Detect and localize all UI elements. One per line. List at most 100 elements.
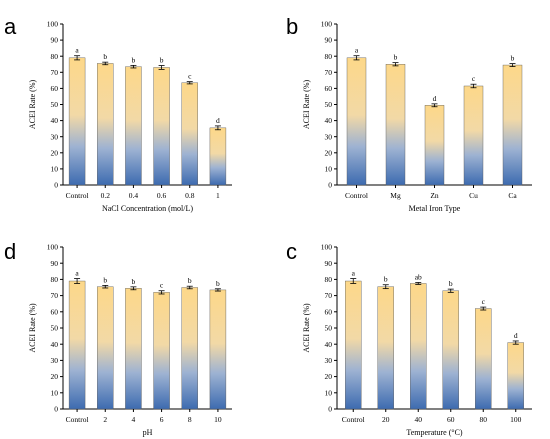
significance-letter: b: [103, 52, 107, 61]
significance-letter: b: [132, 55, 136, 64]
significance-letter: b: [511, 54, 515, 63]
bar-4: [125, 288, 142, 410]
y-tick-label: 80: [51, 275, 59, 284]
significance-letter: a: [352, 269, 356, 278]
x-tick-label: 6: [160, 415, 164, 424]
bar-Control: [346, 57, 367, 186]
panel-letter: d: [4, 239, 16, 264]
x-tick-label: 20: [382, 415, 390, 424]
y-tick-label: 30: [325, 356, 333, 365]
y-tick-label: 90: [51, 259, 59, 268]
significance-letter: a: [355, 46, 359, 55]
bar-80: [475, 308, 492, 410]
x-tick-label: Control: [66, 191, 89, 200]
significance-letter: ab: [415, 272, 422, 281]
y-tick-label: 40: [51, 116, 59, 125]
panel-letter: c: [286, 239, 297, 264]
y-tick-label: 20: [51, 372, 59, 381]
x-tick-label: 0.8: [185, 191, 195, 200]
x-tick-label: Mg: [390, 191, 401, 200]
y-tick-label: 80: [51, 52, 59, 61]
chart-panel-d: d 0 10 20 30 40 50 60 70 80 90 100 ACEI Rate (%) a Con…: [4, 239, 232, 437]
y-tick-label: 100: [47, 243, 59, 252]
x-tick-label: Control: [342, 415, 365, 424]
bar-40: [410, 283, 427, 410]
significance-letter: b: [188, 276, 192, 285]
x-axis-title: Metal Iron Type: [409, 204, 461, 213]
significance-letter: b: [394, 53, 398, 62]
chart-panel-c: c 0 10 20 30 40 50 60 70 80 90 100 ACEI Rate (%) a Con…: [286, 239, 532, 437]
y-tick-label: 40: [51, 340, 59, 349]
y-tick-label: 50: [325, 324, 333, 333]
y-axis-title: ACEI Rate (%): [28, 80, 37, 130]
bar-20: [377, 286, 394, 410]
y-tick-label: 60: [325, 84, 333, 93]
y-tick-label: 100: [321, 20, 333, 29]
significance-letter: c: [160, 281, 164, 290]
x-tick-label: Control: [345, 191, 368, 200]
bar-Zn: [424, 105, 445, 186]
bar-Control: [68, 280, 86, 410]
panel-letter: a: [4, 14, 17, 39]
y-tick-label: 70: [325, 291, 333, 300]
bar-Ca: [502, 64, 523, 186]
bar-0.8: [181, 82, 198, 186]
x-tick-label: 0.6: [157, 191, 167, 200]
y-tick-label: 90: [325, 36, 333, 45]
bar-2: [97, 286, 114, 410]
significance-letter: d: [514, 331, 518, 340]
y-tick-label: 30: [325, 132, 333, 141]
significance-letter: c: [188, 72, 192, 81]
bar-0.6: [153, 67, 170, 186]
y-tick-label: 0: [328, 181, 332, 190]
bar-Control: [345, 280, 362, 410]
bar-Mg: [385, 64, 406, 186]
significance-letter: c: [482, 297, 486, 306]
y-tick-label: 10: [325, 165, 333, 174]
chart-panel-b: b 0 10 20 30 40 50 60 70 80 90 100 ACEI Rate (%) a Con…: [286, 14, 532, 213]
x-tick-label: 40: [415, 415, 423, 424]
x-tick-label: 0.4: [129, 191, 139, 200]
y-axis-title: ACEI Rate (%): [302, 80, 311, 130]
y-tick-label: 0: [328, 405, 332, 414]
y-tick-label: 80: [325, 275, 333, 284]
y-tick-label: 100: [321, 243, 333, 252]
x-tick-label: Zn: [430, 191, 439, 200]
x-tick-label: 60: [447, 415, 455, 424]
chart-panel-a: a 0 10 20 30 40 50 60 70 80 90 100 ACEI Rate (%) a Con…: [4, 14, 232, 213]
y-tick-label: 20: [325, 372, 333, 381]
y-tick-label: 70: [325, 68, 333, 77]
y-tick-label: 10: [51, 388, 59, 397]
x-axis-title: Temperature (°C): [406, 428, 463, 437]
x-tick-label: 4: [132, 415, 136, 424]
y-tick-label: 60: [51, 84, 59, 93]
y-tick-label: 30: [51, 356, 59, 365]
y-tick-label: 100: [47, 20, 59, 29]
significance-letter: d: [216, 116, 220, 125]
x-tick-label: 10: [214, 415, 222, 424]
x-tick-label: 100: [510, 415, 522, 424]
y-tick-label: 70: [51, 291, 59, 300]
bar-0.2: [97, 63, 114, 186]
y-tick-label: 60: [325, 307, 333, 316]
y-tick-label: 90: [325, 259, 333, 268]
y-tick-label: 20: [325, 148, 333, 157]
y-tick-label: 50: [51, 324, 59, 333]
y-tick-label: 20: [51, 148, 59, 157]
bar-1: [209, 127, 227, 186]
y-tick-label: 80: [325, 52, 333, 61]
y-axis-title: ACEI Rate (%): [302, 303, 311, 353]
x-tick-label: 0.2: [101, 191, 111, 200]
x-tick-label: Control: [66, 415, 89, 424]
significance-letter: b: [449, 279, 453, 288]
bar-0.4: [125, 66, 142, 186]
y-tick-label: 0: [54, 405, 58, 414]
bar-10: [209, 289, 227, 410]
bar-8: [181, 287, 198, 410]
y-tick-label: 90: [51, 36, 59, 45]
y-tick-label: 60: [51, 307, 59, 316]
x-axis-title: NaCl Concentration (mol/L): [102, 204, 193, 213]
y-tick-label: 10: [51, 165, 59, 174]
significance-letter: b: [132, 277, 136, 286]
